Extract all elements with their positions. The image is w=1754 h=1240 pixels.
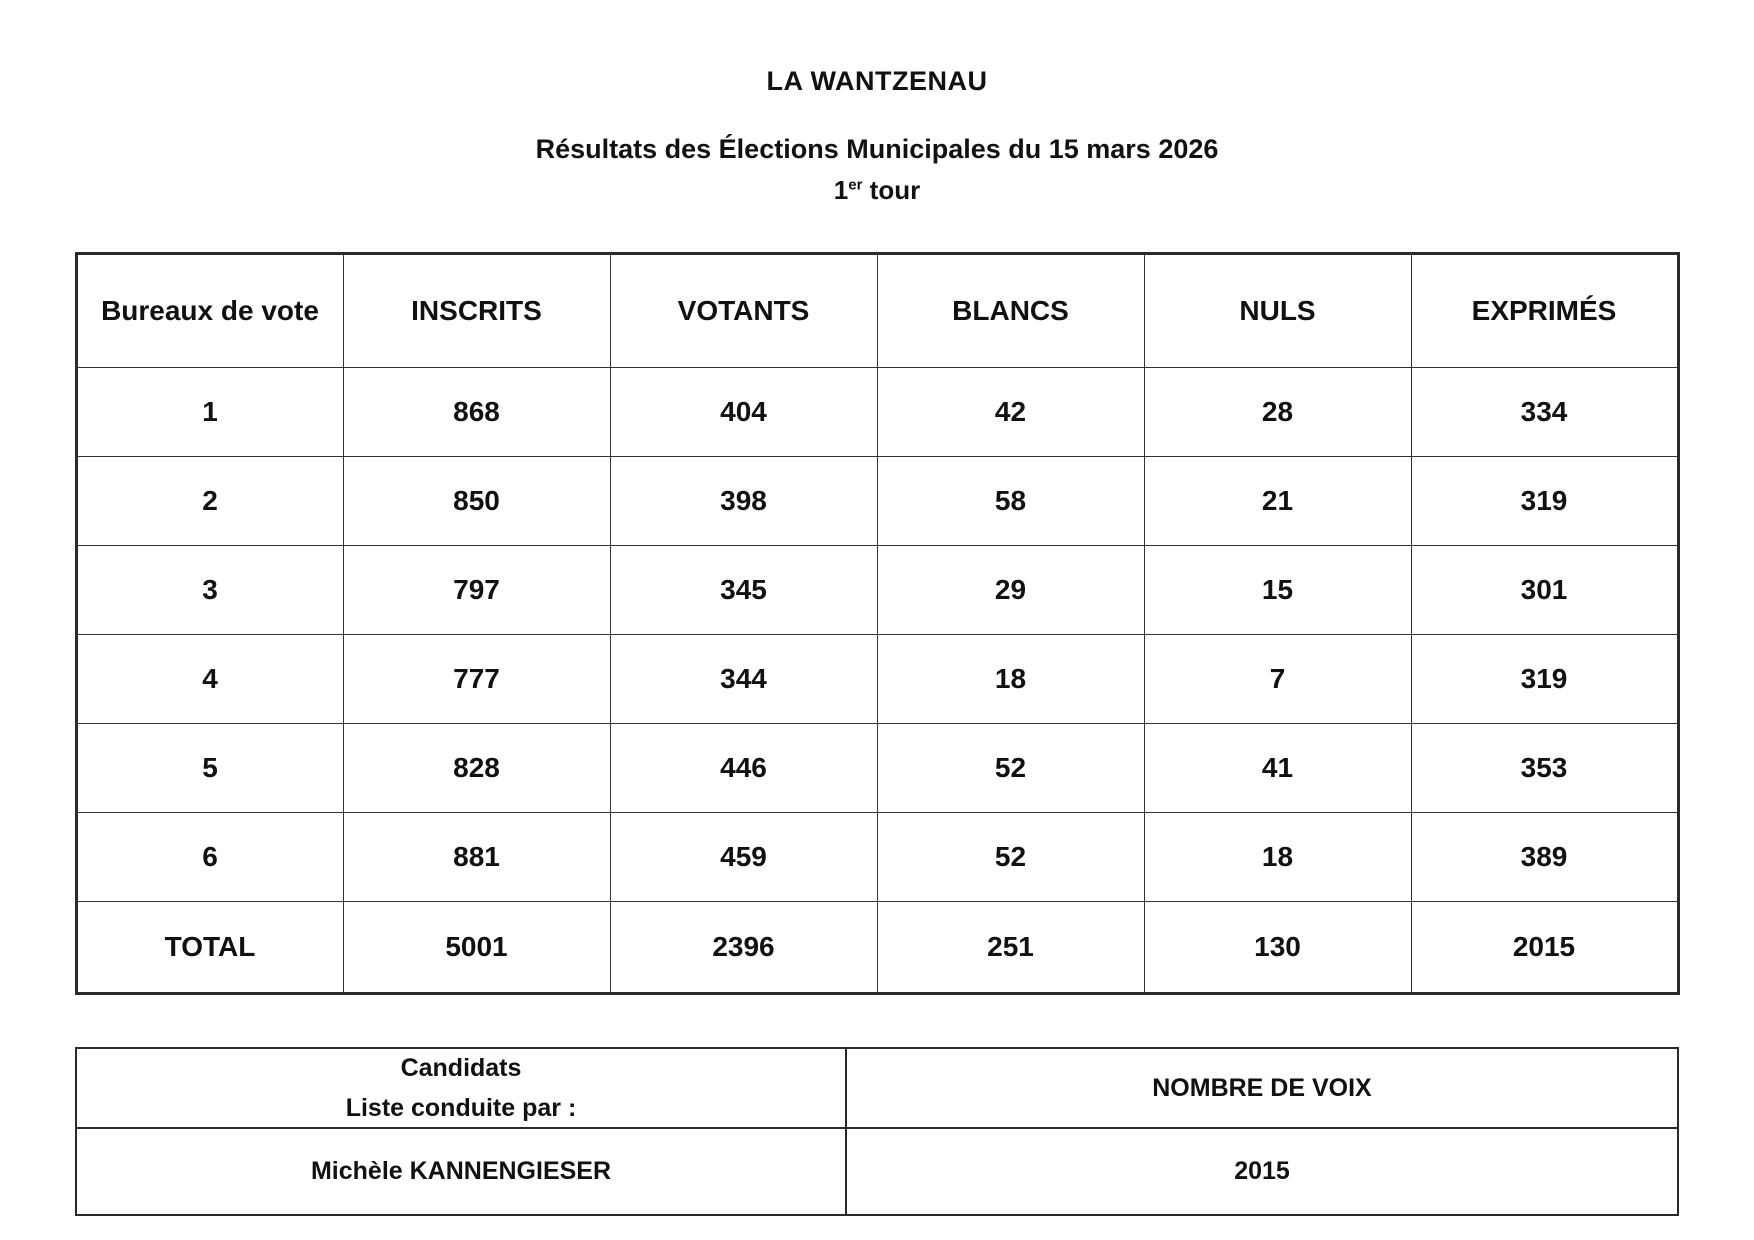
cell-nuls: 28 bbox=[1143, 367, 1412, 457]
col-header-blancs: BLANCS bbox=[876, 253, 1145, 368]
cell-votants: 404 bbox=[609, 367, 878, 457]
cell-total-exprimes: 2015 bbox=[1410, 901, 1679, 994]
cell-blancs: 52 bbox=[876, 723, 1145, 813]
results-row-bureau-2: 2 850 398 58 21 319 bbox=[75, 456, 1679, 546]
cell-blancs: 42 bbox=[876, 367, 1145, 457]
candidates-header-row: Candidats Liste conduite par : NOMBRE DE… bbox=[75, 1047, 1679, 1129]
results-total-row: TOTAL 5001 2396 251 130 2015 bbox=[75, 901, 1679, 994]
cell-blancs: 29 bbox=[876, 545, 1145, 635]
liste-conduite-par-label: Liste conduite par : bbox=[345, 1093, 577, 1122]
col-header-nuls: NULS bbox=[1143, 253, 1412, 368]
cell-blancs: 58 bbox=[876, 456, 1145, 546]
cell-total-votants: 2396 bbox=[609, 901, 878, 994]
cell-bureau: 1 bbox=[75, 367, 344, 457]
cell-nuls: 7 bbox=[1143, 634, 1412, 724]
page-title: LA WANTZENAU bbox=[766, 66, 988, 96]
results-row-bureau-1: 1 868 404 42 28 334 bbox=[75, 367, 1679, 457]
cell-bureau: 4 bbox=[75, 634, 344, 724]
cell-inscrits: 868 bbox=[342, 367, 611, 457]
cell-bureau: 3 bbox=[75, 545, 344, 635]
cell-nuls: 15 bbox=[1143, 545, 1412, 635]
cell-votants: 344 bbox=[609, 634, 878, 724]
cell-inscrits: 828 bbox=[342, 723, 611, 813]
col-header-exprimes: EXPRIMÉS bbox=[1410, 253, 1679, 368]
results-row-bureau-5: 5 828 446 52 41 353 bbox=[75, 723, 1679, 813]
cell-exprimes: 319 bbox=[1410, 634, 1679, 724]
cell-inscrits: 777 bbox=[342, 634, 611, 724]
cell-exprimes: 334 bbox=[1410, 367, 1679, 457]
col-header-inscrits: INSCRITS bbox=[342, 253, 611, 368]
cell-exprimes: 301 bbox=[1410, 545, 1679, 635]
cell-candidate-name: Michèle KANNENGIESER bbox=[75, 1127, 847, 1216]
col-header-bureaux-de-vote: Bureaux de vote bbox=[75, 253, 344, 368]
results-row-bureau-4: 4 777 344 18 7 319 bbox=[75, 634, 1679, 724]
round-label: 1er tour bbox=[0, 175, 1754, 206]
cell-blancs: 18 bbox=[876, 634, 1145, 724]
results-row-bureau-6: 6 881 459 52 18 389 bbox=[75, 812, 1679, 902]
cell-exprimes: 319 bbox=[1410, 456, 1679, 546]
results-table: Bureaux de vote INSCRITS VOTANTS BLANCS … bbox=[74, 252, 1680, 995]
results-row-bureau-3: 3 797 345 29 15 301 bbox=[75, 545, 1679, 635]
cell-total-label: TOTAL bbox=[75, 901, 344, 994]
cell-blancs: 52 bbox=[876, 812, 1145, 902]
cell-inscrits: 881 bbox=[342, 812, 611, 902]
cell-votants: 398 bbox=[609, 456, 878, 546]
cell-votants: 446 bbox=[609, 723, 878, 813]
cell-inscrits: 850 bbox=[342, 456, 611, 546]
cell-bureau: 5 bbox=[75, 723, 344, 813]
cell-votants: 459 bbox=[609, 812, 878, 902]
col-header-nombre-de-voix: NOMBRE DE VOIX bbox=[845, 1047, 1679, 1129]
cell-total-blancs: 251 bbox=[876, 901, 1145, 994]
document-subtitle: Résultats des Élections Municipales du 1… bbox=[535, 134, 1219, 164]
cell-bureau: 6 bbox=[75, 812, 344, 902]
cell-nuls: 41 bbox=[1143, 723, 1412, 813]
cell-inscrits: 797 bbox=[342, 545, 611, 635]
cell-candidate-votes: 2015 bbox=[845, 1127, 1679, 1216]
cell-nuls: 21 bbox=[1143, 456, 1412, 546]
cell-exprimes: 353 bbox=[1410, 723, 1679, 813]
results-header-row: Bureaux de vote INSCRITS VOTANTS BLANCS … bbox=[75, 253, 1679, 368]
cell-votants: 345 bbox=[609, 545, 878, 635]
cell-exprimes: 389 bbox=[1410, 812, 1679, 902]
round-ordinal-suffix: er bbox=[848, 176, 863, 194]
round-word: tour bbox=[869, 175, 921, 205]
cell-total-nuls: 130 bbox=[1143, 901, 1412, 994]
candidate-row: Michèle KANNENGIESER 2015 bbox=[75, 1127, 1679, 1216]
candidates-table: Candidats Liste conduite par : NOMBRE DE… bbox=[75, 1047, 1679, 1216]
col-header-votants: VOTANTS bbox=[609, 253, 878, 368]
cell-total-inscrits: 5001 bbox=[342, 901, 611, 994]
col-header-candidats: Candidats Liste conduite par : bbox=[75, 1047, 847, 1129]
cell-bureau: 2 bbox=[75, 456, 344, 546]
round-number: 1 bbox=[833, 175, 849, 205]
candidats-label: Candidats bbox=[400, 1053, 522, 1082]
cell-nuls: 18 bbox=[1143, 812, 1412, 902]
